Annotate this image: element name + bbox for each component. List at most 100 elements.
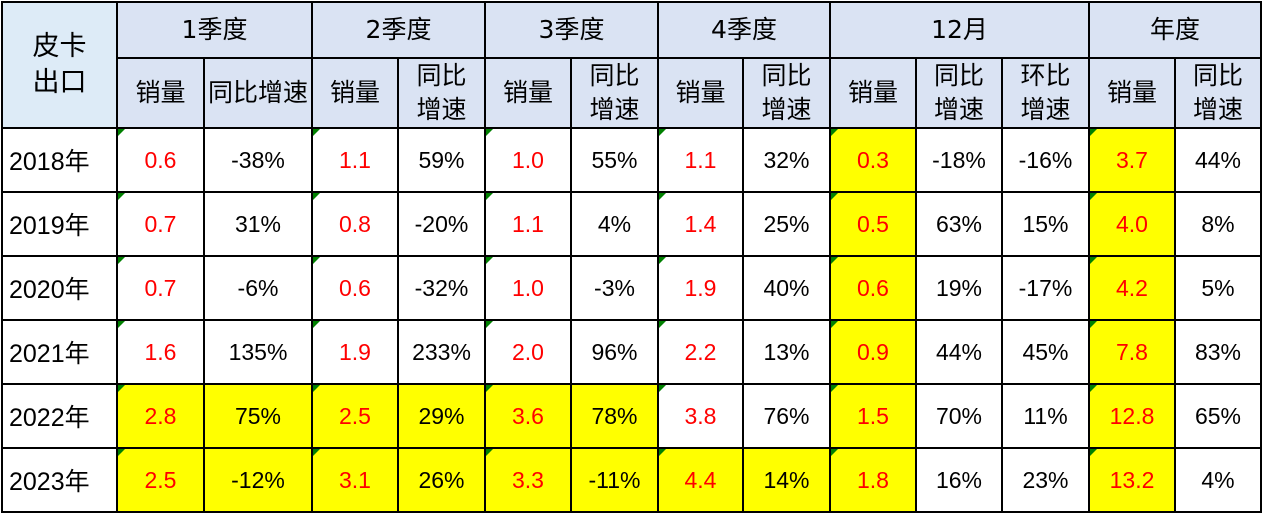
cell-value: 4.4 <box>684 466 717 493</box>
cell-value: 4.0 <box>1116 210 1148 237</box>
cell-value: 4% <box>1201 466 1235 493</box>
comment-indicator-icon <box>486 193 493 200</box>
comment-indicator-icon <box>118 321 125 328</box>
sales-cell: 1.0 <box>484 255 572 321</box>
cell-value: 23% <box>1022 466 1069 493</box>
sales-cell: 2.2 <box>657 319 744 385</box>
growth-cell: -18% <box>915 127 1003 193</box>
cell-value: 11% <box>1023 402 1068 429</box>
sales-cell: 1.1 <box>484 191 572 257</box>
growth-cell: 44% <box>915 319 1003 385</box>
column-header: 同比 增速 <box>397 57 486 129</box>
cell-value: 1.9 <box>339 338 371 365</box>
sales-cell: 3.3 <box>484 447 572 513</box>
growth-cell: 76% <box>742 383 831 449</box>
comment-indicator-icon <box>486 321 493 328</box>
cell-value: 14% <box>763 466 810 493</box>
cell-value: 0.5 <box>857 210 889 237</box>
growth-cell: 14% <box>742 447 831 513</box>
sales-cell: 1.5 <box>829 383 917 449</box>
cell-value: 1.1 <box>339 146 371 173</box>
cell-value: 75% <box>234 402 282 429</box>
growth-cell: -12% <box>203 447 313 513</box>
cell-value: 3.6 <box>512 402 544 429</box>
comment-indicator-icon <box>831 385 838 392</box>
column-header: 销量 <box>484 57 572 129</box>
comment-indicator-icon <box>313 257 320 264</box>
growth-cell: 70% <box>915 383 1003 449</box>
growth-cell: 5% <box>1174 255 1262 321</box>
comment-indicator-icon <box>118 257 125 264</box>
cell-value: 1.9 <box>684 274 717 301</box>
cell-value: 1.4 <box>684 210 717 237</box>
cell-value: 2.0 <box>512 338 544 365</box>
pickup-export-table: 皮卡 出口 1季度 2季度 3季度 4季度 12月 年度 销量 同比增速 销量 同比 增速 销量同… <box>1 1 1262 513</box>
column-header: 销量 <box>311 57 399 129</box>
cell-value: 8% <box>1201 210 1235 237</box>
sales-cell: 0.3 <box>829 127 917 193</box>
sales-cell: 0.6 <box>116 127 205 193</box>
growth-cell: -11% <box>570 447 659 513</box>
cell-value: 76% <box>763 402 810 429</box>
group-header: 1季度 <box>116 1 313 59</box>
growth-cell: -17% <box>1001 255 1090 321</box>
growth-cell: 96% <box>570 319 659 385</box>
group-header: 年度 <box>1088 1 1262 59</box>
sales-cell: 2.0 <box>484 319 572 385</box>
cell-value: 4% <box>597 210 632 237</box>
sales-cell: 13.2 <box>1088 447 1176 513</box>
column-header: 同比 增速 <box>570 57 659 129</box>
cell-value: 1.8 <box>857 466 889 493</box>
cell-value: -38% <box>231 146 285 173</box>
cell-value: 12.8 <box>1109 402 1155 429</box>
column-header: 同比增速 <box>203 57 313 129</box>
growth-cell: 233% <box>397 319 486 385</box>
cell-value: 1.1 <box>684 146 717 173</box>
comment-indicator-icon <box>313 321 320 328</box>
sales-cell: 0.5 <box>829 191 917 257</box>
growth-cell: 44% <box>1174 127 1262 193</box>
growth-cell: 4% <box>1174 447 1262 513</box>
growth-cell: 75% <box>203 383 313 449</box>
sales-cell: 7.8 <box>1088 319 1176 385</box>
sales-cell: 4.4 <box>657 447 744 513</box>
comment-indicator-icon <box>1090 129 1097 136</box>
comment-indicator-icon <box>313 193 320 200</box>
comment-indicator-icon <box>313 129 320 136</box>
cell-value: 19% <box>935 274 983 301</box>
cell-value: 0.3 <box>857 146 889 173</box>
sales-cell: 2.5 <box>116 447 205 513</box>
growth-cell: 15% <box>1001 191 1090 257</box>
growth-cell: 29% <box>397 383 486 449</box>
sales-cell: 3.7 <box>1088 127 1176 193</box>
column-header: 销量 <box>116 57 205 129</box>
comment-indicator-icon <box>313 385 320 392</box>
growth-cell: 135% <box>203 319 313 385</box>
column-header: 销量 <box>1088 57 1176 129</box>
table-row: 2023年 2.5 -12% 3.1 26% 3.3 -11% 4.4 14% 1.8 16% 23%… <box>1 447 1262 513</box>
year-label: 2019年 <box>1 191 118 257</box>
growth-cell: 13% <box>742 319 831 385</box>
comment-indicator-icon <box>486 385 493 392</box>
cell-value: 63% <box>935 210 983 237</box>
cell-value: 44% <box>935 338 983 365</box>
cell-value: -6% <box>237 274 279 301</box>
cell-value: 0.6 <box>144 146 177 173</box>
cell-value: 1.5 <box>857 402 889 429</box>
comment-indicator-icon <box>118 385 125 392</box>
comment-indicator-icon <box>831 193 838 200</box>
sales-cell: 3.8 <box>657 383 744 449</box>
comment-indicator-icon <box>486 257 493 264</box>
cell-value: 3.3 <box>512 466 544 493</box>
cell-value: 7.8 <box>1116 338 1148 365</box>
comment-indicator-icon <box>659 193 666 200</box>
cell-value: 135% <box>228 338 288 365</box>
comment-indicator-icon <box>831 257 838 264</box>
comment-indicator-icon <box>1090 449 1097 456</box>
cell-value: 59% <box>418 146 465 173</box>
sales-cell: 2.5 <box>311 383 399 449</box>
growth-cell: -3% <box>570 255 659 321</box>
year-label: 2022年 <box>1 383 118 449</box>
cell-value: 1.0 <box>512 146 544 173</box>
year-label: 2023年 <box>1 447 118 513</box>
